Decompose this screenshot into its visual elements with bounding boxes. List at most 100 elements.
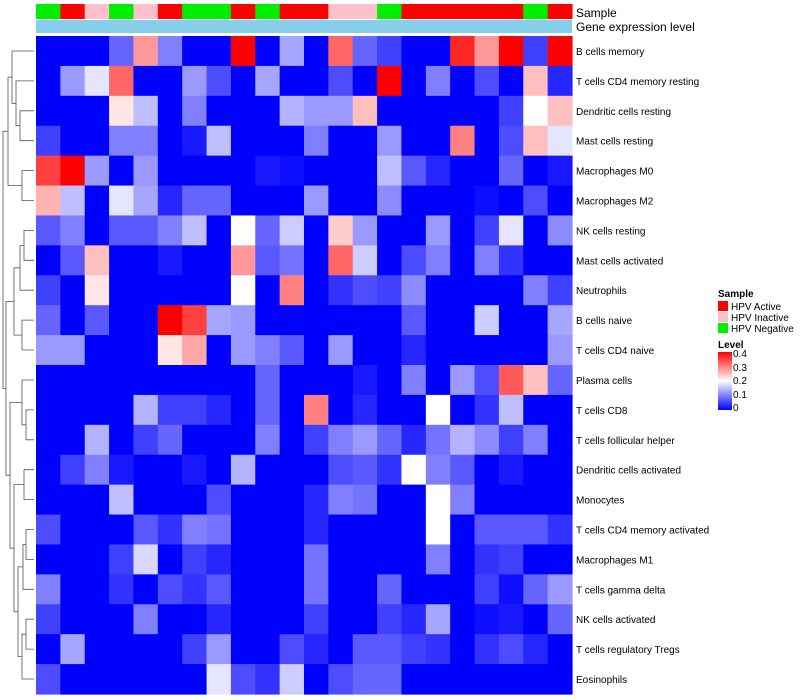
heatmap-cell [474,245,500,276]
heatmap-cell [84,454,110,486]
heatmap-cell [450,634,476,665]
heatmap-cell [450,245,476,276]
heatmap-cell [230,365,256,396]
heatmap-cell [352,36,378,67]
heatmap-cell [450,335,476,366]
heatmap-cell [279,305,305,336]
row-label: NK cells resting [576,226,645,237]
heatmap-cell [84,95,110,127]
heatmap-cell [255,275,281,306]
heatmap-cell [523,65,549,97]
heatmap-cell [377,185,403,217]
heatmap-cell [523,245,549,276]
heatmap-cell [401,664,427,695]
heatmap-cell [84,245,110,276]
heatmap-cell [157,634,183,665]
heatmap-cell [498,484,524,516]
heatmap-cell [523,365,549,396]
heatmap-cell [450,95,476,127]
heatmap-cell [523,574,549,605]
heatmap-cell [352,335,378,366]
heatmap-cell [133,335,159,366]
heatmap-cell [230,544,256,575]
heatmap-cell [230,634,256,665]
heatmap-cell [279,275,305,306]
heatmap-cell [255,305,281,336]
legend-sample: Sample HPV Active HPV Inactive HPV Negat… [718,289,794,335]
heatmap-cell [328,185,354,217]
heatmap-cell [377,424,403,456]
heatmap-cell [279,394,305,426]
heatmap-cell [206,664,232,695]
row-label: Dendritic cells resting [576,107,671,118]
heatmap-cell [255,484,281,516]
heatmap-cell [474,155,500,187]
heatmap-cell [36,634,61,665]
heatmap-cell [304,604,329,635]
heatmap-cell [474,365,500,396]
heatmap-cell [133,36,159,67]
heatmap-cell [84,36,110,67]
heatmap-cell [157,245,183,276]
heatmap-cell [157,514,183,546]
heatmap-cell [206,215,232,246]
heatmap-cell [474,664,500,695]
heatmap-cell [133,604,159,635]
heatmap-cell [401,484,427,516]
heatmap-cell [523,634,549,665]
heatmap-cell [279,664,305,695]
heatmap-cell [109,604,135,635]
dendrogram-branch [21,170,34,201]
dendrogram-branch [13,484,24,613]
heatmap-cell [84,335,110,366]
heatmap-cell [182,245,208,276]
heatmap-cell [109,65,135,97]
heatmap-cell [425,394,451,426]
heatmap-cell [328,574,354,605]
heatmap-cell [255,215,281,246]
row-label: T cells CD4 memory activated [576,526,709,537]
heatmap-cell [474,544,500,575]
heatmap-cell [450,394,476,426]
legend-level-tick-0-2: 0.2 [733,376,747,387]
heatmap-cell [206,125,232,157]
heatmap-cell [328,155,354,187]
heatmap-cell [182,36,208,67]
heatmap-cell [328,514,354,546]
sample-annotation-cell [255,4,281,19]
heatmap-cell [206,185,232,217]
heatmap-cell [498,95,524,127]
heatmap-cell [230,484,256,516]
heatmap-cell [304,125,329,157]
heatmap-cell [206,36,232,67]
legend-level-tick-0-4: 0.4 [733,349,747,360]
heatmap-cell [206,514,232,546]
annotation-bars [36,4,573,33]
dendrogram-branch [19,110,34,142]
heatmap-cell [523,454,549,486]
heatmap-cell [450,574,476,605]
heatmap-cell [401,454,427,486]
heatmap-cell [474,634,500,665]
heatmap-cell [255,245,281,276]
heatmap-cell [498,36,524,67]
dendrogram-branch [23,469,34,500]
heatmap-cell [547,424,573,456]
heatmap-cell [60,484,86,516]
heatmap-cell [304,185,329,217]
heatmap-cell [523,424,549,456]
heatmap-cell [377,454,403,486]
heatmap-cell [206,454,232,486]
heatmap-cell [352,394,378,426]
heatmap-cell [328,125,354,157]
heatmap-cell [182,634,208,665]
legend-label-hpv-active: HPV Active [731,302,781,313]
heatmap-cell [60,215,86,246]
heatmap-cell [498,634,524,665]
heatmap-cell [328,394,354,426]
heatmap-cell [60,185,86,217]
heatmap-cell [547,215,573,246]
heatmap-cell [377,394,403,426]
heatmap-cell [328,95,354,127]
